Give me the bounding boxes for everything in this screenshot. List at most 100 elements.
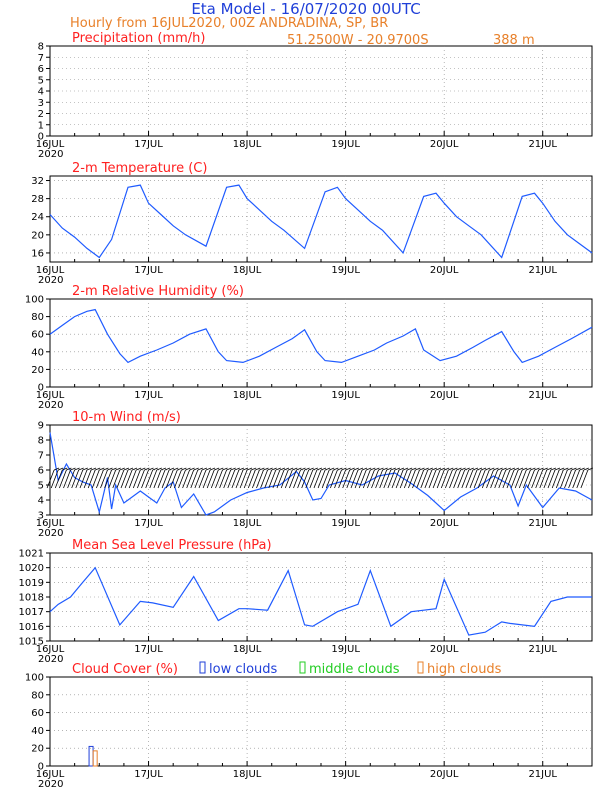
wind-barb [124, 467, 138, 489]
wind-barb [424, 467, 438, 489]
wind-barb [153, 467, 167, 489]
wind-barb [514, 467, 528, 489]
wind-barb [576, 467, 589, 489]
elevation: 388 m [493, 33, 535, 48]
wind-barb [568, 467, 581, 489]
wind-barb [395, 467, 409, 489]
wind-barb [137, 467, 150, 489]
y-tick-label: 100 [25, 673, 44, 684]
x-tick-label: 21JUL [528, 518, 557, 529]
wind-barb [399, 467, 413, 489]
y-tick-label: 1021 [19, 549, 44, 560]
x-tick-label: 17JUL [134, 139, 163, 150]
y-tick-label: 32 [31, 176, 44, 187]
cloud-bar-high [92, 750, 98, 767]
panel-title: 2-m Temperature (C) [72, 161, 207, 176]
panel-title: Precipitation (mm/h) [72, 31, 205, 46]
panel-mslp: 1015 1016 1017 1018 1019 1020 1021 16JUL 17JUL 18… [19, 538, 593, 665]
wind-barb [506, 467, 520, 489]
wind-barb [132, 467, 146, 489]
wind-barb [161, 467, 175, 489]
wind-barb [453, 467, 466, 489]
wind-barb [481, 467, 495, 489]
wind-barb [190, 467, 203, 489]
wind-barb [210, 467, 224, 489]
y-tick-label: 1018 [19, 593, 44, 604]
wind-barb [486, 467, 499, 489]
wind-barb [297, 467, 310, 489]
wind-barb [560, 467, 573, 489]
year-label: 2020 [38, 400, 63, 411]
y-tick-label: 8 [38, 42, 44, 53]
wind-barb [293, 467, 306, 489]
x-tick-label: 19JUL [331, 139, 360, 150]
wind-barb [215, 467, 228, 489]
x-tick-label: 19JUL [331, 769, 360, 780]
wind-barb [527, 467, 540, 489]
x-tick-label: 20JUL [430, 265, 459, 276]
wind-barb [391, 467, 405, 489]
y-tick-label: 0 [38, 762, 44, 773]
wind-barb [54, 467, 68, 489]
y-tick-label: 80 [31, 690, 44, 701]
panel-cloud: 0 20 40 60 80 100 16JUL 17JUL 18JUL 19JUL 20JUL 21J… [25, 661, 593, 790]
wind-barb [59, 467, 72, 489]
series-line [49, 308, 593, 364]
x-tick-label: 18JUL [233, 265, 262, 276]
wind-barb [309, 467, 323, 489]
year-label: 2020 [38, 528, 63, 539]
x-tick-label: 16JUL [36, 769, 65, 780]
x-tick-label: 16JUL [36, 644, 65, 655]
y-tick-label: 7 [38, 53, 44, 64]
wind-barb [445, 467, 458, 489]
wind-barb [572, 467, 585, 489]
panel-frame [49, 175, 593, 263]
panel-title: 10-m Wind (m/s) [72, 410, 181, 425]
y-tick-label: 3 [38, 511, 44, 522]
wind-barb [428, 467, 442, 489]
panel-frame [49, 676, 593, 767]
wind-barb [387, 467, 401, 489]
wind-barb [289, 467, 302, 489]
wind-barb [116, 467, 130, 489]
x-tick-label: 21JUL [528, 390, 557, 401]
wind-barb [120, 467, 134, 489]
wind-barb [330, 467, 343, 489]
wind-barb [231, 467, 245, 489]
wind-barb [174, 467, 187, 489]
panel-temp: 16 20 24 28 32 16JUL 17JUL 18JUL 19JUL 20JUL 21JUL… [31, 161, 593, 286]
wind-barb [284, 467, 298, 489]
x-tick-label: 18JUL [233, 390, 262, 401]
wind-barbs [46, 467, 594, 489]
y-tick-label: 1 [38, 120, 44, 131]
wind-barb [502, 467, 516, 489]
wind-barb [490, 467, 503, 489]
year-label: 2020 [38, 654, 63, 665]
wind-barb [342, 467, 355, 489]
year-label: 2020 [38, 275, 63, 286]
x-tick-label: 18JUL [233, 139, 262, 150]
legend-high-label: high clouds [427, 662, 502, 677]
y-tick-label: 40 [31, 726, 44, 737]
x-tick-label: 19JUL [331, 390, 360, 401]
panel-title: Mean Sea Level Pressure (hPa) [72, 538, 272, 553]
wind-barb [227, 467, 240, 489]
wind-barb [169, 467, 183, 489]
y-tick-label: 4 [38, 496, 44, 507]
wind-barb [350, 467, 364, 489]
x-tick-label: 20JUL [430, 139, 459, 150]
wind-barb [469, 467, 483, 489]
wind-barb [449, 467, 462, 489]
wind-barb [247, 467, 261, 489]
wind-barb [510, 467, 524, 489]
wind-barb [465, 467, 479, 489]
wind-barb [305, 467, 318, 489]
wind-barb [83, 467, 97, 489]
x-tick-label: 18JUL [233, 769, 262, 780]
y-tick-label: 7 [38, 451, 44, 462]
wind-barb [157, 467, 171, 489]
wind-barb [87, 467, 101, 489]
y-tick-label: 5 [38, 481, 44, 492]
wind-barb [564, 467, 577, 489]
